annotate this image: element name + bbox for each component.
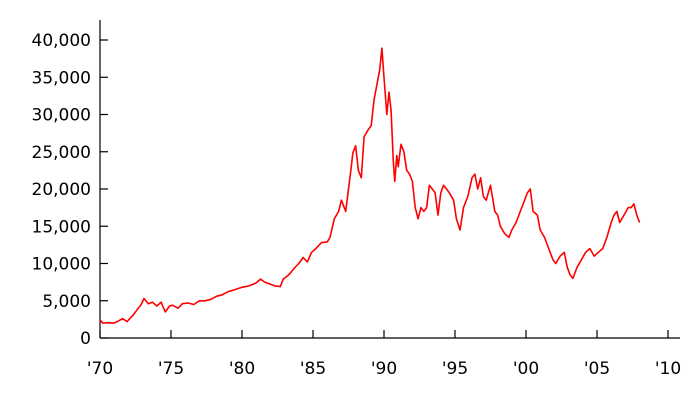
x-tick-label: '00	[513, 359, 539, 379]
y-tick-label: 5,000	[42, 292, 91, 312]
y-tick-label: 40,000	[32, 31, 91, 51]
x-tick-label: '90	[371, 359, 397, 379]
x-tick-label: '85	[300, 359, 326, 379]
y-axis: 0 5,000 10,000 15,000 20,000 25,000 30,000 35,0…	[32, 20, 108, 349]
y-tick-label: 25,000	[32, 143, 91, 163]
x-tick-label: '75	[158, 359, 184, 379]
x-tick-label: '70	[87, 359, 113, 379]
x-axis: '70 '75 '80 '85 '90 '95 '00 '05 '10	[87, 330, 681, 379]
y-tick-label: 10,000	[32, 255, 91, 275]
y-tick-label: 15,000	[32, 217, 91, 237]
x-tick-label: '05	[584, 359, 610, 379]
x-tick-label: '10	[655, 359, 681, 379]
x-tick-label: '95	[442, 359, 468, 379]
y-tick-label: 35,000	[32, 68, 91, 88]
series-group	[99, 47, 641, 324]
series-line	[99, 47, 641, 324]
y-tick-label: 0	[80, 329, 91, 349]
y-tick-label: 30,000	[32, 106, 91, 126]
x-tick-label: '80	[229, 359, 255, 379]
y-tick-label: 20,000	[32, 180, 91, 200]
